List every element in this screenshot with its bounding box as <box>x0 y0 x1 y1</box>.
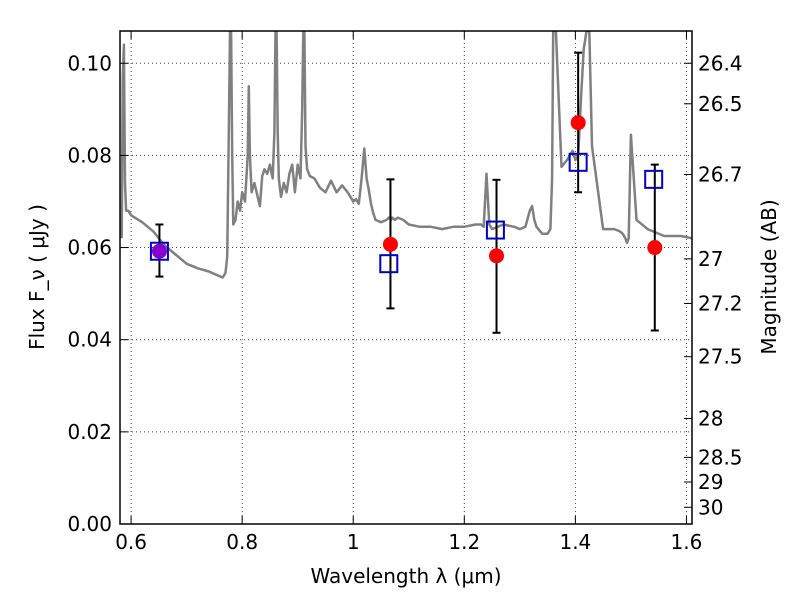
plot-frame <box>119 30 693 525</box>
y-tick-label: 0.04 <box>67 328 112 352</box>
right-tick-label: 27 <box>698 247 723 271</box>
x-tick-label: 1.2 <box>448 530 480 554</box>
right-tick-label: 26.5 <box>698 92 743 116</box>
model-photometry-point <box>568 152 588 172</box>
y-tick-label: 0.00 <box>67 512 112 536</box>
model-spectrum-line <box>120 31 692 279</box>
y-tick-label: 0.08 <box>67 143 112 167</box>
right-tick-label: 28 <box>698 406 723 430</box>
grid-lines <box>120 31 692 525</box>
model-photometry-point <box>379 254 399 274</box>
x-tick-label: 1.4 <box>559 530 591 554</box>
x-axis-label: Wavelength λ (μm) <box>310 564 501 588</box>
model-photometry-point <box>485 220 505 240</box>
right-tick-label: 29 <box>698 470 723 494</box>
data-points-layer <box>149 115 664 274</box>
axis-ticks: 0.6 0.8 1 1.2 1.4 1.6 0.00 0.02 0.04 0.06 0.08 0.10… <box>67 31 743 554</box>
observed-point <box>489 248 505 264</box>
right-axis-label: Magnitude (AB) <box>757 199 781 354</box>
x-tick-label: 0.8 <box>226 530 258 554</box>
y-axis-label: Flux F_ν ( μJy ) <box>25 204 49 350</box>
x-tick-label: 1 <box>347 530 360 554</box>
x-tick-label: 0.6 <box>115 530 147 554</box>
right-tick-label: 27.5 <box>698 345 743 369</box>
y-tick-label: 0.06 <box>67 236 112 260</box>
right-tick-label: 28.5 <box>698 445 743 469</box>
right-tick-label: 26.4 <box>698 51 743 75</box>
y-tick-label: 0.02 <box>67 420 112 444</box>
right-tick-label: 26.7 <box>698 162 743 186</box>
y-tick-label: 0.10 <box>67 51 112 75</box>
observed-point <box>570 115 586 131</box>
model-photometry-point <box>149 241 169 261</box>
right-tick-label: 30 <box>698 495 723 519</box>
observed-point <box>382 236 398 252</box>
model-photometry-point <box>644 169 664 189</box>
observed-point <box>647 240 663 256</box>
x-tick-label: 1.6 <box>671 530 703 554</box>
observed-point <box>151 243 167 259</box>
model-spectrum-layer <box>120 31 692 279</box>
right-tick-label: 27.2 <box>698 291 743 315</box>
